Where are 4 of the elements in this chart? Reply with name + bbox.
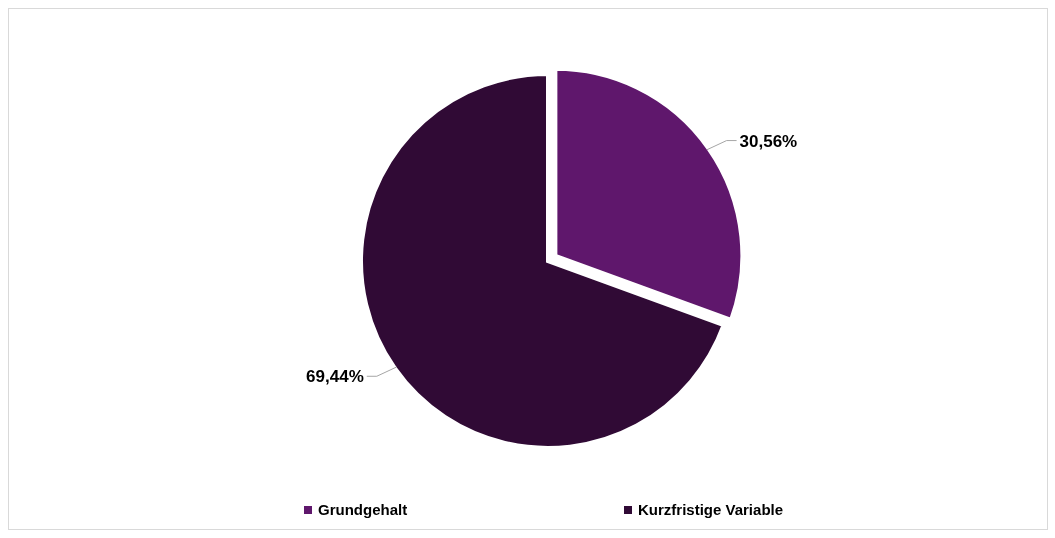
data-label: 69,44% — [306, 367, 364, 387]
data-label: 30,56% — [739, 131, 798, 151]
legend-label: Kurzfristige Variable — [638, 501, 784, 519]
legend-label: Grundgehalt — [318, 501, 408, 519]
